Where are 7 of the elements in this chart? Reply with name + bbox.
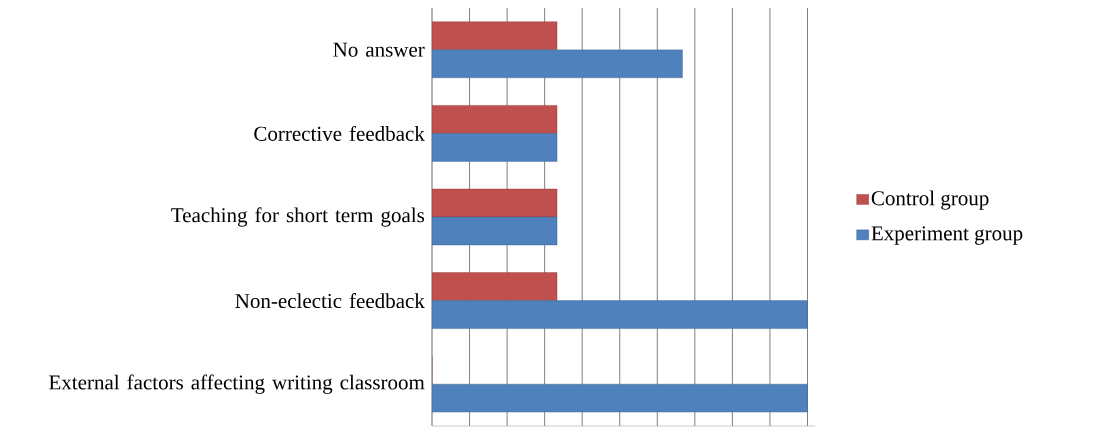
y-tick-label: Non-eclectic feedback — [235, 293, 425, 308]
legend-label: Experiment group — [871, 226, 1023, 245]
legend-label: Control group — [871, 190, 989, 210]
y-tick-label: No answer — [333, 42, 425, 57]
y-tick-label: External factors affecting writing classroom — [49, 374, 425, 394]
y-tick-label: Teaching for short term goals — [171, 207, 425, 227]
y-tick-label: Corrective feedback — [254, 125, 425, 141]
